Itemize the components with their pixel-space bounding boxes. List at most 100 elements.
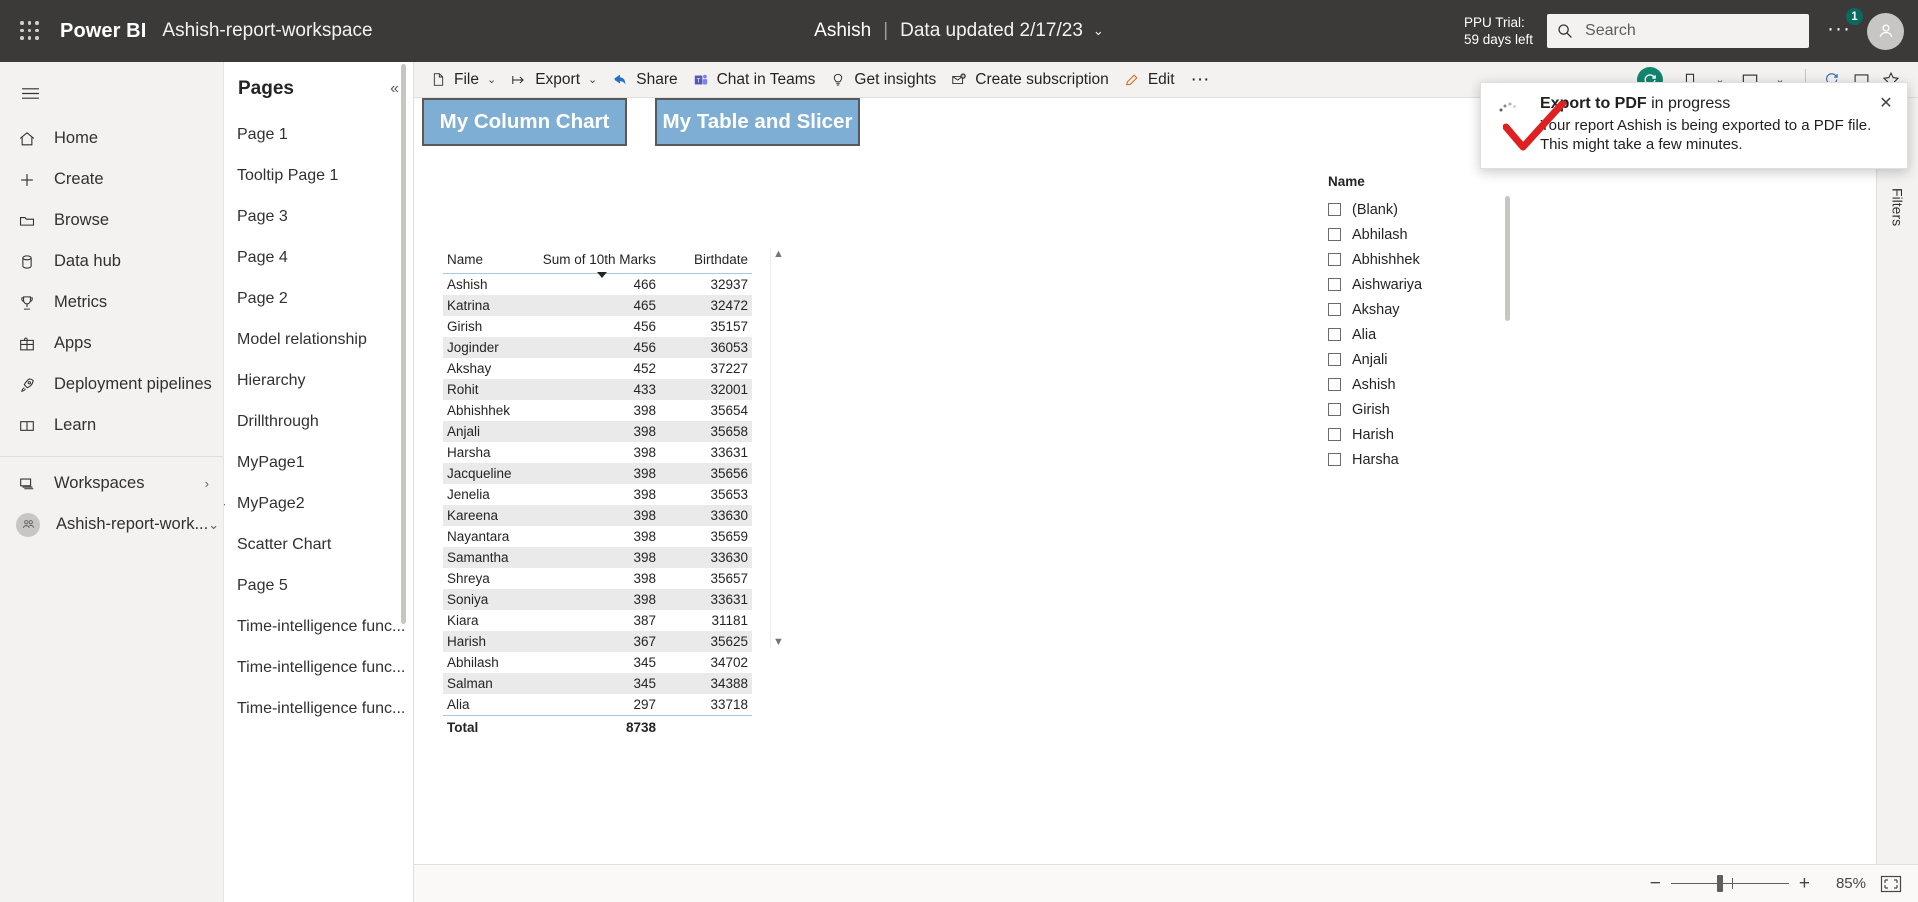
checkbox-unchecked-icon[interactable] xyxy=(1328,428,1341,441)
page-list-item[interactable]: Scatter Chart xyxy=(224,524,413,565)
page-list-item[interactable]: Drillthrough xyxy=(224,401,413,442)
table-row[interactable]: Akshay 452 37227 xyxy=(443,358,752,379)
top-more-options-button[interactable]: ··· 1 xyxy=(1827,8,1863,40)
table-row[interactable]: Joginder 456 36053 xyxy=(443,337,752,358)
table-visual[interactable]: Name Sum of 10th Marks Birthdate Ashish 4… xyxy=(443,248,784,735)
search-input[interactable] xyxy=(1585,22,1800,40)
chevron-right-icon[interactable]: › xyxy=(204,476,209,491)
table-row[interactable]: Abhilash 345 34702 xyxy=(443,652,752,673)
column-header-birthdate[interactable]: Birthdate xyxy=(660,248,752,274)
checkbox-unchecked-icon[interactable] xyxy=(1328,403,1341,416)
export-menu-button[interactable]: Export ⌄ xyxy=(503,66,604,94)
slicer-item[interactable]: Aishwariya xyxy=(1328,272,1503,297)
table-row[interactable]: Shreya 398 35657 xyxy=(443,568,752,589)
sidebar-item-apps[interactable]: Apps xyxy=(0,323,223,364)
page-list-item[interactable]: Hierarchy xyxy=(224,360,413,401)
toolbar-more-options-button[interactable]: ··· xyxy=(1182,66,1217,94)
bookmark-button-my-column-chart[interactable]: My Column Chart xyxy=(422,98,627,146)
waffle-grid-icon[interactable] xyxy=(20,21,40,41)
table-row[interactable]: Samantha 398 33630 xyxy=(443,547,752,568)
table-row[interactable]: Anjali 398 35658 xyxy=(443,421,752,442)
slicer-visual[interactable]: Name (Blank) Abhilash Abhishhek Aishwariya A… xyxy=(1328,174,1510,472)
table-row[interactable]: Kiara 387 31181 xyxy=(443,610,752,631)
page-list-item[interactable]: ⌄MyPage2 xyxy=(224,483,413,524)
workspace-name[interactable]: Ashish-report-workspace xyxy=(162,20,373,41)
sidebar-item-learn[interactable]: Learn xyxy=(0,405,223,446)
sidebar-item-home[interactable]: Home xyxy=(0,118,223,159)
zoom-slider[interactable] xyxy=(1670,875,1789,892)
chat-in-teams-button[interactable]: T Chat in Teams xyxy=(685,66,823,94)
page-list-item[interactable]: Model relationship xyxy=(224,319,413,360)
table-row[interactable]: Salman 345 34388 xyxy=(443,673,752,694)
slicer-item[interactable]: Harish xyxy=(1328,422,1503,447)
share-button[interactable]: Share xyxy=(604,66,684,94)
slicer-item[interactable]: Abhishhek xyxy=(1328,247,1503,272)
data-updated-label[interactable]: Data updated 2/17/23 xyxy=(900,20,1083,41)
zoom-slider-thumb[interactable] xyxy=(1716,875,1723,892)
powerbi-brand[interactable]: Power BI xyxy=(60,19,147,42)
zoom-out-button[interactable]: − xyxy=(1649,872,1661,894)
sidebar-item-create[interactable]: Create xyxy=(0,159,223,200)
slicer-item[interactable]: Harsha xyxy=(1328,447,1503,472)
slicer-item[interactable]: Anjali xyxy=(1328,347,1503,372)
page-list-item[interactable]: Page 2 xyxy=(224,278,413,319)
table-row[interactable]: Kareena 398 33630 xyxy=(443,505,752,526)
checkbox-unchecked-icon[interactable] xyxy=(1328,228,1341,241)
slicer-item[interactable]: Alia xyxy=(1328,322,1503,347)
sidebar-item-workspaces[interactable]: Workspaces › xyxy=(0,463,223,504)
table-row[interactable]: Abhishhek 398 35654 xyxy=(443,400,752,421)
checkbox-unchecked-icon[interactable] xyxy=(1328,253,1341,266)
data-updated-chevron-down-icon[interactable]: ⌄ xyxy=(1092,23,1104,38)
get-insights-button[interactable]: Get insights xyxy=(822,66,943,94)
scroll-down-icon[interactable]: ▼ xyxy=(773,636,784,648)
checkbox-unchecked-icon[interactable] xyxy=(1328,303,1341,316)
column-header-name[interactable]: Name xyxy=(443,248,529,274)
table-row[interactable]: Katrina 465 32472 xyxy=(443,295,752,316)
view-chevron-down-icon[interactable]: ⌄ xyxy=(1765,66,1795,94)
bookmark-button-my-table-and-slicer[interactable]: My Table and Slicer xyxy=(655,98,860,146)
pages-scrollbar[interactable] xyxy=(401,64,406,624)
table-row[interactable]: Rohit 433 32001 xyxy=(443,379,752,400)
table-row[interactable]: Harish 367 35625 xyxy=(443,631,752,652)
checkbox-unchecked-icon[interactable] xyxy=(1328,453,1341,466)
slicer-item[interactable]: Ashish xyxy=(1328,372,1503,397)
create-subscription-button[interactable]: Create subscription xyxy=(943,66,1116,94)
checkbox-unchecked-icon[interactable] xyxy=(1328,203,1341,216)
table-row[interactable]: Nayantara 398 35659 xyxy=(443,526,752,547)
sidebar-item-browse[interactable]: Browse xyxy=(0,200,223,241)
table-row[interactable]: Harsha 398 33631 xyxy=(443,442,752,463)
page-list-item[interactable]: Page 1 xyxy=(224,114,413,155)
sidebar-item-deployment-pipelines[interactable]: Deployment pipelines xyxy=(0,364,223,405)
column-header-sum-of-10th-marks[interactable]: Sum of 10th Marks xyxy=(529,248,660,278)
page-list-item[interactable]: Time-intelligence func... xyxy=(224,647,413,688)
page-list-item[interactable]: Page 3 xyxy=(224,196,413,237)
table-row[interactable]: Jacqueline 398 35656 xyxy=(443,463,752,484)
edit-button[interactable]: Edit xyxy=(1116,66,1182,94)
page-list-item[interactable]: Tooltip Page 1 xyxy=(224,155,413,196)
checkbox-unchecked-icon[interactable] xyxy=(1328,328,1341,341)
close-icon[interactable]: ✕ xyxy=(1879,95,1893,112)
search-box[interactable] xyxy=(1547,14,1810,48)
scroll-up-icon[interactable]: ▲ xyxy=(773,248,784,260)
table-row[interactable]: Jenelia 398 35653 xyxy=(443,484,752,505)
avatar[interactable] xyxy=(1867,12,1904,50)
page-list-item[interactable]: Time-intelligence func... xyxy=(224,688,413,729)
page-list-item[interactable]: Time-intelligence func... xyxy=(224,606,413,647)
checkbox-unchecked-icon[interactable] xyxy=(1328,378,1341,391)
slicer-item[interactable]: (Blank) xyxy=(1328,197,1503,222)
table-row[interactable]: Girish 456 35157 xyxy=(443,316,752,337)
slicer-item[interactable]: Akshay xyxy=(1328,297,1503,322)
bookmark-chevron-down-icon[interactable]: ⌄ xyxy=(1705,66,1735,94)
sidebar-item-data-hub[interactable]: Data hub xyxy=(0,241,223,282)
chevron-down-icon[interactable]: ⌄ xyxy=(224,495,228,511)
slicer-item[interactable]: Girish xyxy=(1328,397,1503,422)
table-row[interactable]: Alia 297 33718 xyxy=(443,694,752,716)
sidebar-item-metrics[interactable]: Metrics xyxy=(0,282,223,323)
slicer-item[interactable]: Abhilash xyxy=(1328,222,1503,247)
hamburger-icon[interactable] xyxy=(14,78,46,108)
zoom-in-button[interactable]: + xyxy=(1798,872,1810,894)
checkbox-unchecked-icon[interactable] xyxy=(1328,353,1341,366)
page-list-item[interactable]: Page 4 xyxy=(224,237,413,278)
chevron-down-icon[interactable]: ⌄ xyxy=(208,516,220,532)
slicer-scrollbar[interactable] xyxy=(1505,196,1510,321)
